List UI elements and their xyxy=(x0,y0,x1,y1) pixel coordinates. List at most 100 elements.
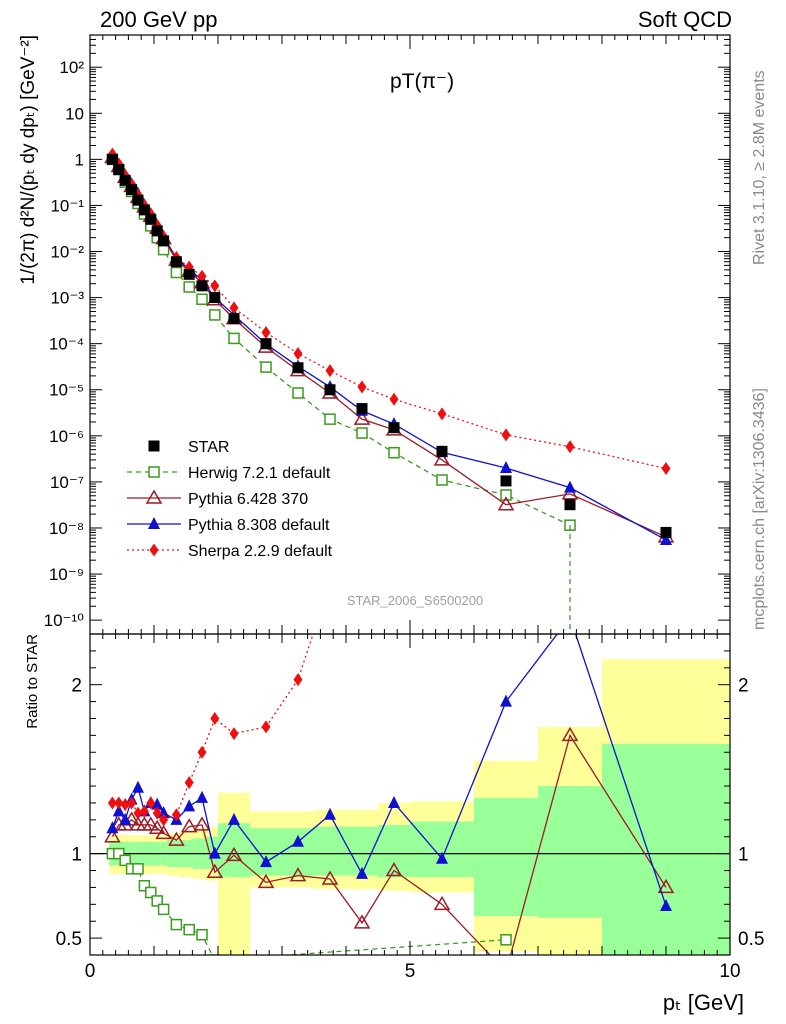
ratio-point-pythia6 xyxy=(168,831,185,846)
main-y-tick-label: 10⁻⁶ xyxy=(49,427,84,446)
ratio-point-pythia6 xyxy=(206,863,224,878)
legend-marker-herwig xyxy=(148,466,160,478)
main-y-tick-label: 10 xyxy=(65,104,84,123)
ratio-point-sherpa xyxy=(171,808,181,822)
main-point-sherpa xyxy=(389,392,399,406)
ratio-point-sherpa xyxy=(261,720,271,734)
main-point-pythia8 xyxy=(500,461,512,474)
ratio-band-green xyxy=(474,797,538,917)
main-point-data xyxy=(119,174,131,186)
main-line-pythia8 xyxy=(111,156,667,541)
main-panel-frame xyxy=(89,34,731,635)
main-panel-series xyxy=(104,147,675,634)
ratio-point-pythia6 xyxy=(180,818,198,833)
main-point-sherpa xyxy=(661,462,671,476)
main-point-data xyxy=(151,225,163,237)
main-point-pythia6 xyxy=(561,485,579,500)
ratio-point-pythia6 xyxy=(142,816,160,831)
main-y-tick-label: 10⁻⁹ xyxy=(49,565,84,584)
ratio-band-green xyxy=(205,836,218,869)
plot-title: pT(π⁻) xyxy=(390,70,454,93)
ratio-band-green xyxy=(538,786,602,918)
header-left: 200 GeV pp xyxy=(100,7,217,32)
ratio-line-pythia6 xyxy=(111,733,667,955)
main-point-sherpa xyxy=(293,347,303,361)
x-tick-label: 5 xyxy=(405,961,416,982)
main-y-tick-label: 10⁻⁴ xyxy=(49,335,84,354)
main-point-data xyxy=(228,313,240,325)
legend-label-pythia6: Pythia 6.428 370 xyxy=(188,491,308,508)
main-point-data xyxy=(260,338,272,350)
mcplots-reference-text: mcplots.cern.ch [arXiv:1306.3436] xyxy=(751,388,768,630)
ratio-point-pythia6 xyxy=(385,862,403,877)
ratio-y-tick-label-left: 0.5 xyxy=(56,929,82,950)
ratio-point-pythia8 xyxy=(292,834,304,847)
ratio-band-green xyxy=(218,823,250,878)
ratio-point-sherpa xyxy=(326,577,335,590)
legend-label-data: STAR xyxy=(188,439,229,456)
ratio-point-pythia8 xyxy=(324,807,336,820)
main-point-sherpa xyxy=(437,407,447,421)
ratio-point-sherpa xyxy=(139,804,149,818)
main-y-tick-label: 10⁻² xyxy=(50,243,84,262)
ratio-point-pythia8 xyxy=(208,846,221,859)
ratio-point-sherpa xyxy=(210,711,220,725)
ratio-point-pythia6 xyxy=(155,824,172,840)
main-point-data xyxy=(324,384,336,396)
ratio-point-herwig xyxy=(196,928,208,941)
ratio-point-pythia6 xyxy=(257,873,275,889)
main-point-sherpa xyxy=(501,428,511,442)
ratio-point-sherpa xyxy=(114,796,124,810)
main-point-herwig xyxy=(196,293,208,306)
legend-label-pythia8: Pythia 8.308 default xyxy=(188,517,330,534)
ratio-point-pythia8 xyxy=(106,821,119,834)
main-point-sherpa xyxy=(565,440,575,454)
ratio-point-pythia8 xyxy=(228,812,240,825)
main-point-sherpa xyxy=(197,269,207,283)
ratio-y-tick-label-right: 2 xyxy=(738,676,749,697)
main-point-data xyxy=(660,526,672,538)
legend-label-sherpa: Sherpa 2.2.9 default xyxy=(188,543,333,560)
main-y-tick-label: 10⁻⁷ xyxy=(50,473,84,492)
ratio-point-sherpa xyxy=(159,813,169,827)
ratio-point-herwig xyxy=(500,934,512,946)
ratio-point-pythia8 xyxy=(260,855,272,868)
main-y-tick-label: 10⁻³ xyxy=(50,289,84,308)
main-point-sherpa xyxy=(229,301,239,315)
ratio-point-pythia6 xyxy=(321,870,339,885)
ratio-point-sherpa xyxy=(146,796,156,810)
main-point-data xyxy=(170,256,182,268)
ratio-point-pythia8 xyxy=(183,799,196,812)
ratio-point-sherpa xyxy=(229,727,239,741)
ratio-point-pythia8 xyxy=(660,899,672,912)
ratio-panel-series xyxy=(104,577,675,977)
main-point-pythia6 xyxy=(433,451,451,466)
legend-label-herwig: Herwig 7.2.1 default xyxy=(188,465,331,482)
x-tick-label: 10 xyxy=(719,961,740,982)
main-point-herwig xyxy=(228,332,240,345)
ratio-point-pythia6 xyxy=(289,867,307,882)
ratio-y-tick-label-left: 2 xyxy=(71,676,82,697)
main-point-data xyxy=(158,235,170,247)
main-point-sherpa xyxy=(325,364,335,378)
main-point-herwig xyxy=(500,489,512,501)
ratio-point-pythia6 xyxy=(499,965,513,977)
ratio-y-tick-label-right: 1 xyxy=(738,845,749,866)
main-point-herwig xyxy=(292,387,304,399)
ratio-point-herwig xyxy=(170,918,183,931)
main-y-tick-label: 10⁻¹⁰ xyxy=(44,611,85,630)
ratio-point-pythia6 xyxy=(104,828,121,843)
ratio-band-green xyxy=(250,828,282,876)
main-y-tick-label: 1 xyxy=(75,150,84,169)
ratio-band-green xyxy=(314,826,346,876)
main-line-sherpa xyxy=(111,153,667,470)
main-point-data xyxy=(388,422,400,434)
main-point-herwig xyxy=(209,309,221,321)
legend-marker-pythia8 xyxy=(148,517,160,529)
main-point-herwig xyxy=(170,266,183,279)
main-point-pythia8 xyxy=(564,480,576,493)
ratio-point-pythia8 xyxy=(157,806,170,819)
ratio-point-pythia6 xyxy=(561,726,579,742)
ratio-y-tick-label-left: 1 xyxy=(71,845,82,866)
